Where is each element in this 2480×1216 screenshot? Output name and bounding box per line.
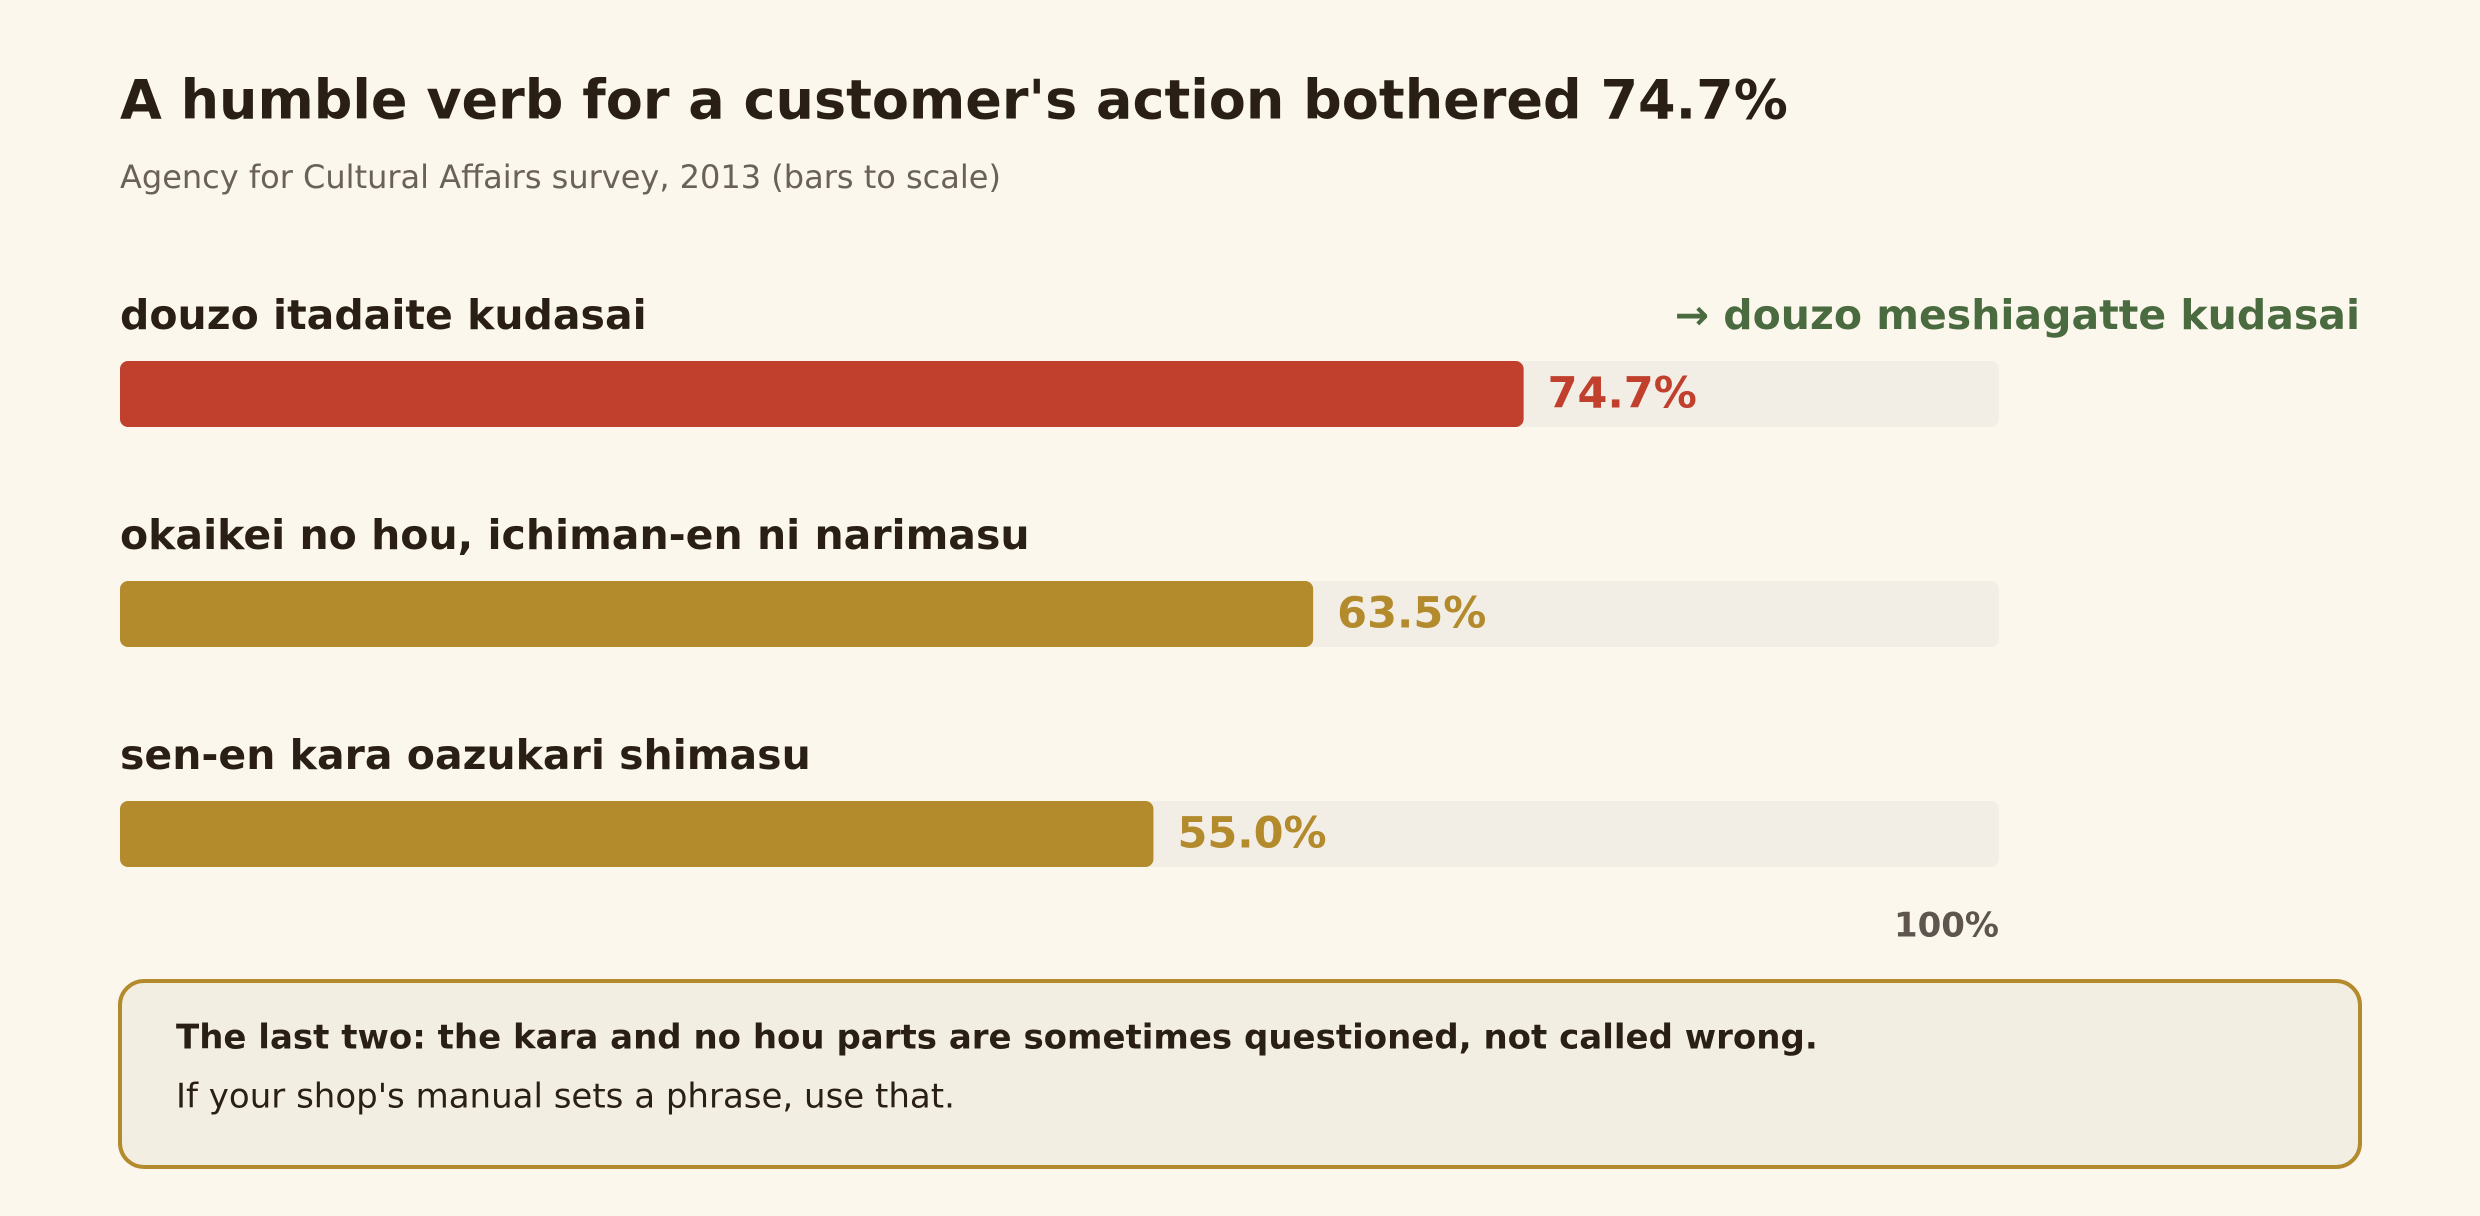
bar-label: douzo itadaite kudasai	[120, 291, 647, 339]
bar-label: sen-en kara oazukari shimasu	[120, 731, 811, 779]
note-text: If your shop's manual sets a phrase, use…	[176, 1077, 955, 1117]
bar	[120, 361, 1524, 427]
value-label: 74.7%	[1548, 369, 1697, 419]
value-label: 55.0%	[1177, 809, 1326, 859]
note-title: The last two: the kara and no hou parts …	[176, 1018, 1818, 1058]
note-box	[118, 979, 2362, 1169]
bar	[120, 801, 1154, 867]
annotation: → douzo meshiagatte kudasai	[1675, 291, 2360, 339]
bar-label: okaikei no hou, ichiman-en ni narimasu	[120, 511, 1030, 559]
value-label: 63.5%	[1337, 589, 1486, 639]
chart-subtitle: Agency for Cultural Affairs survey, 2013…	[120, 158, 1001, 196]
bar	[120, 581, 1314, 647]
chart-title: A humble verb for a customer's action bo…	[120, 69, 1788, 132]
x-tick-label: 100%	[1894, 906, 1999, 946]
